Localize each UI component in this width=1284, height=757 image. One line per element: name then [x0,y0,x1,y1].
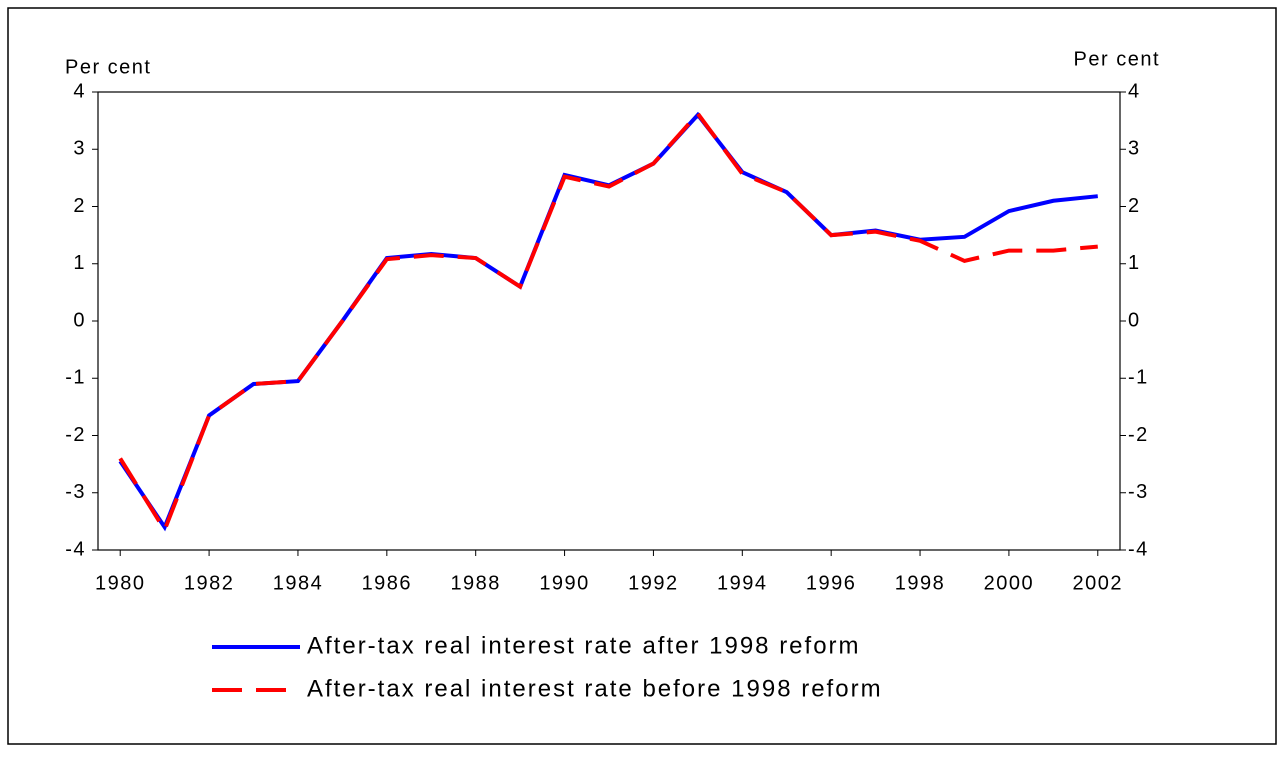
y2-tick-label: 2 [1128,195,1141,217]
y2-tick-label: 1 [1128,252,1141,274]
y2-tick-label: 4 [1128,80,1141,102]
y2-tick-label: -3 [1128,481,1149,503]
y2-tick-label: -4 [1128,538,1149,560]
y2-tick-label: 3 [1128,138,1141,160]
x-tick-label: 2002 [1073,572,1124,594]
series-line [118,111,1098,532]
chart-border [7,7,1277,745]
x-tick-label: 1984 [273,572,324,594]
x-tick-label: 1986 [362,572,413,594]
x-tick-label: 1990 [539,572,590,594]
x-tick-label: 1992 [628,572,679,594]
y2-axis-label: Per cent [1074,48,1160,70]
x-tick-label: 1980 [95,572,146,594]
x-tick-label: 1996 [806,572,857,594]
y-tick-label: 4 [73,80,86,102]
y-axis-label: Per cent [65,56,151,78]
x-tick-label: 1988 [450,572,501,594]
y-tick-label: 3 [73,138,86,160]
y-tick-label: 1 [73,252,86,274]
series-line [118,110,1098,535]
y-tick-label: -2 [65,424,86,446]
y-tick-label: 0 [73,309,86,331]
y-tick-label: 2 [73,195,86,217]
y2-tick-label: 0 [1128,309,1141,331]
y2-tick-label: -2 [1128,424,1149,446]
legend-label: After-tax real interest rate after 1998 … [307,632,861,659]
x-tick-label: 1998 [895,572,946,594]
x-tick-label: 1982 [184,572,235,594]
x-tick-label: 1994 [717,572,768,594]
y2-tick-label: -1 [1128,367,1149,389]
y-tick-label: -1 [65,367,86,389]
legend-label: After-tax real interest rate before 1998… [307,675,883,702]
y-tick-label: -4 [65,538,86,560]
x-tick-label: 2000 [984,572,1035,594]
y-tick-label: -3 [65,481,86,503]
plot-frame [97,91,1121,551]
